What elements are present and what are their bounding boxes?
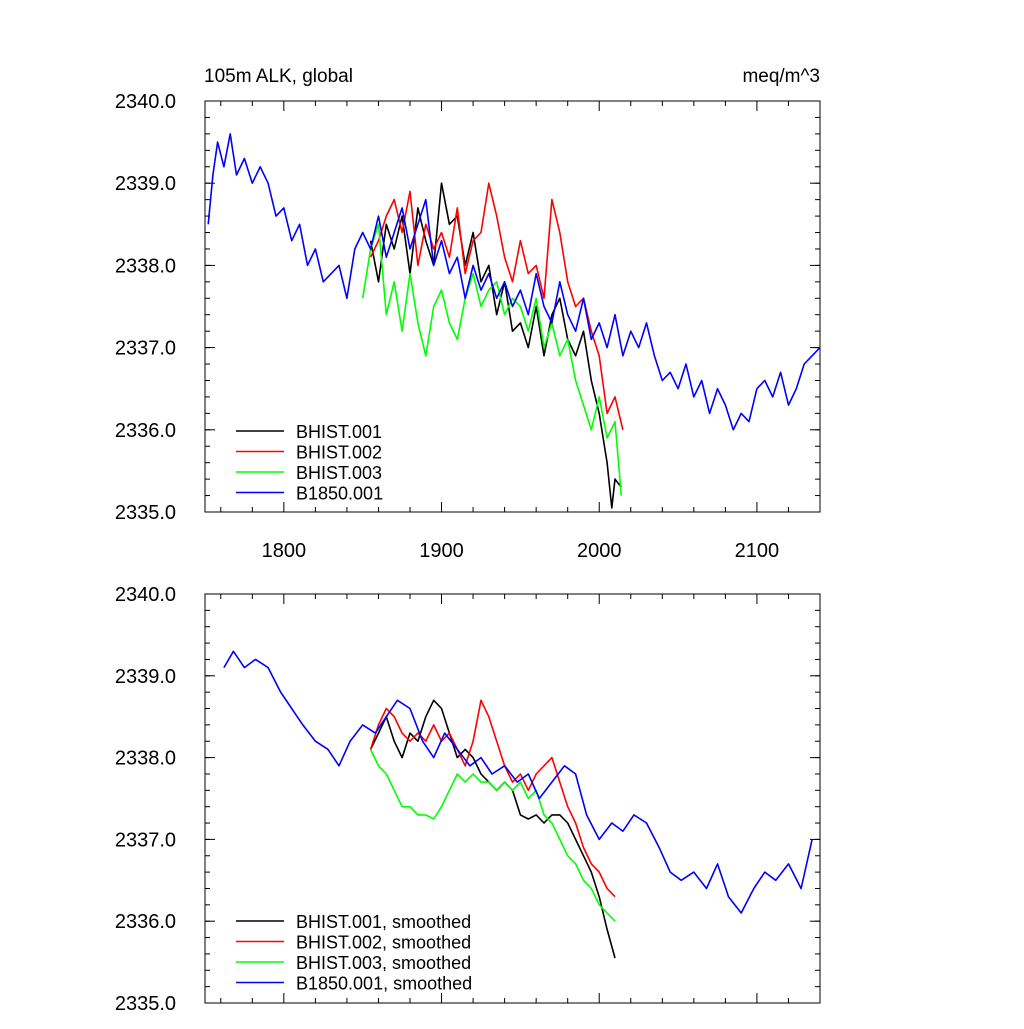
x-tick-label: 1800	[262, 540, 307, 562]
x-tick-label: 2000	[577, 540, 622, 562]
x-tick-label: 2100	[735, 540, 780, 562]
legend-label: BHIST.003, smoothed	[296, 953, 471, 973]
legend-label: BHIST.001	[296, 422, 382, 442]
plot-frame	[204, 100, 821, 513]
series-line	[369, 749, 616, 922]
series-line	[207, 133, 821, 431]
y-tick-label: 2335.0	[115, 993, 176, 1015]
series-line	[369, 182, 624, 430]
y-tick-label: 2337.0	[115, 829, 176, 851]
series-line	[223, 650, 813, 914]
y-tick-label: 2335.0	[115, 502, 176, 524]
legend-label: BHIST.002	[296, 443, 382, 463]
series-line	[361, 223, 623, 496]
legend-label: B1850.001, smoothed	[296, 974, 472, 994]
y-tick-label: 2336.0	[115, 911, 176, 933]
y-tick-label: 2338.0	[115, 748, 176, 770]
series-line	[369, 699, 616, 898]
y-tick-label: 2336.0	[115, 420, 176, 442]
y-tick-label: 2340.0	[115, 91, 176, 113]
y-tick-label: 2337.0	[115, 338, 176, 360]
panel-bottom: 2335.0 2336.0 2337.0 2338.0 2339.0 2340.0 BHIS…	[115, 584, 821, 1015]
plot-frame	[204, 593, 821, 1004]
legend-label: B1850.001	[296, 484, 383, 504]
y-tick-label: 2340.0	[115, 584, 176, 606]
panel-top: 2335.0 2336.0 2337.0 2338.0 2339.0 2340.0 1800…	[115, 91, 821, 562]
legend-label: BHIST.002, smoothed	[296, 933, 471, 953]
chart-units: meq/m^3	[742, 66, 820, 87]
chart-title: 105m ALK, global	[204, 66, 353, 87]
series-line	[369, 182, 622, 509]
legend-label: BHIST.003	[296, 463, 382, 483]
x-tick-label: 1900	[419, 540, 464, 562]
legend-label: BHIST.001, smoothed	[296, 912, 471, 932]
y-tick-label: 2339.0	[115, 173, 176, 195]
y-tick-label: 2338.0	[115, 255, 176, 277]
y-tick-label: 2339.0	[115, 666, 176, 688]
